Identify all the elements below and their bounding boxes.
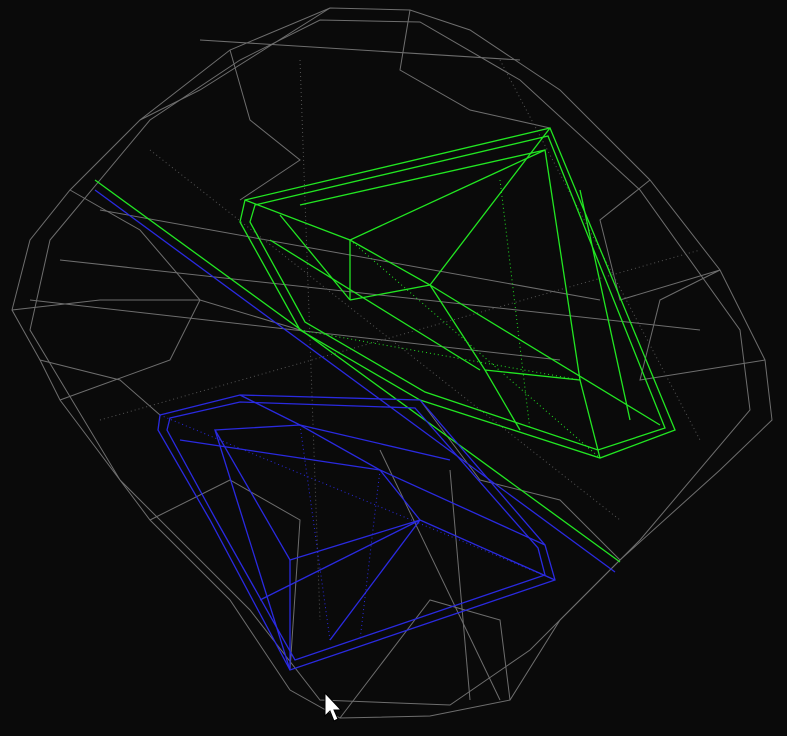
gem-facet [259, 519, 421, 601]
gem-facet [279, 214, 351, 301]
gem-hidden-facet [159, 414, 556, 581]
gem-girdle [239, 127, 676, 459]
gem-hidden-facet [349, 239, 601, 459]
gem-facet [429, 127, 551, 286]
gem-facet [579, 189, 631, 421]
green-cutting-plane [94, 179, 621, 563]
gem-facet [214, 429, 291, 671]
gem-hidden-facet [359, 469, 381, 641]
gem-facet [429, 284, 661, 426]
blue-gem-wireframe [157, 394, 556, 671]
facet-line [11, 299, 301, 331]
gem-facet [299, 149, 546, 206]
gem-girdle-inner [249, 135, 666, 451]
facet-line [599, 179, 721, 301]
gem-facet [419, 519, 556, 581]
rough-inner-outline [29, 19, 751, 706]
facet-line [399, 9, 551, 129]
hidden-facet-line [299, 59, 321, 621]
facet-line [229, 49, 301, 201]
gem-facet [379, 469, 546, 546]
gem-facet [329, 519, 421, 641]
facet-line [139, 7, 331, 121]
facet-line [379, 449, 501, 701]
gem-facet [239, 394, 301, 426]
gem-facet [179, 439, 381, 471]
mouse-cursor [324, 691, 343, 722]
green-gem-wireframe [239, 127, 676, 459]
facet-line [449, 469, 471, 701]
gem-hidden-facet [299, 424, 331, 641]
gem-facet [299, 424, 451, 461]
gem-facet [579, 379, 601, 459]
gem-facet [244, 199, 351, 241]
facet-line [199, 39, 521, 61]
blue-cutting-plane [94, 189, 616, 573]
facet-line [149, 479, 301, 671]
gem-facet [269, 239, 481, 371]
facet-line [639, 269, 766, 381]
gem-table [213, 424, 422, 561]
gem-facet [484, 369, 521, 431]
gem-table [348, 149, 581, 381]
facet-line [39, 359, 161, 416]
